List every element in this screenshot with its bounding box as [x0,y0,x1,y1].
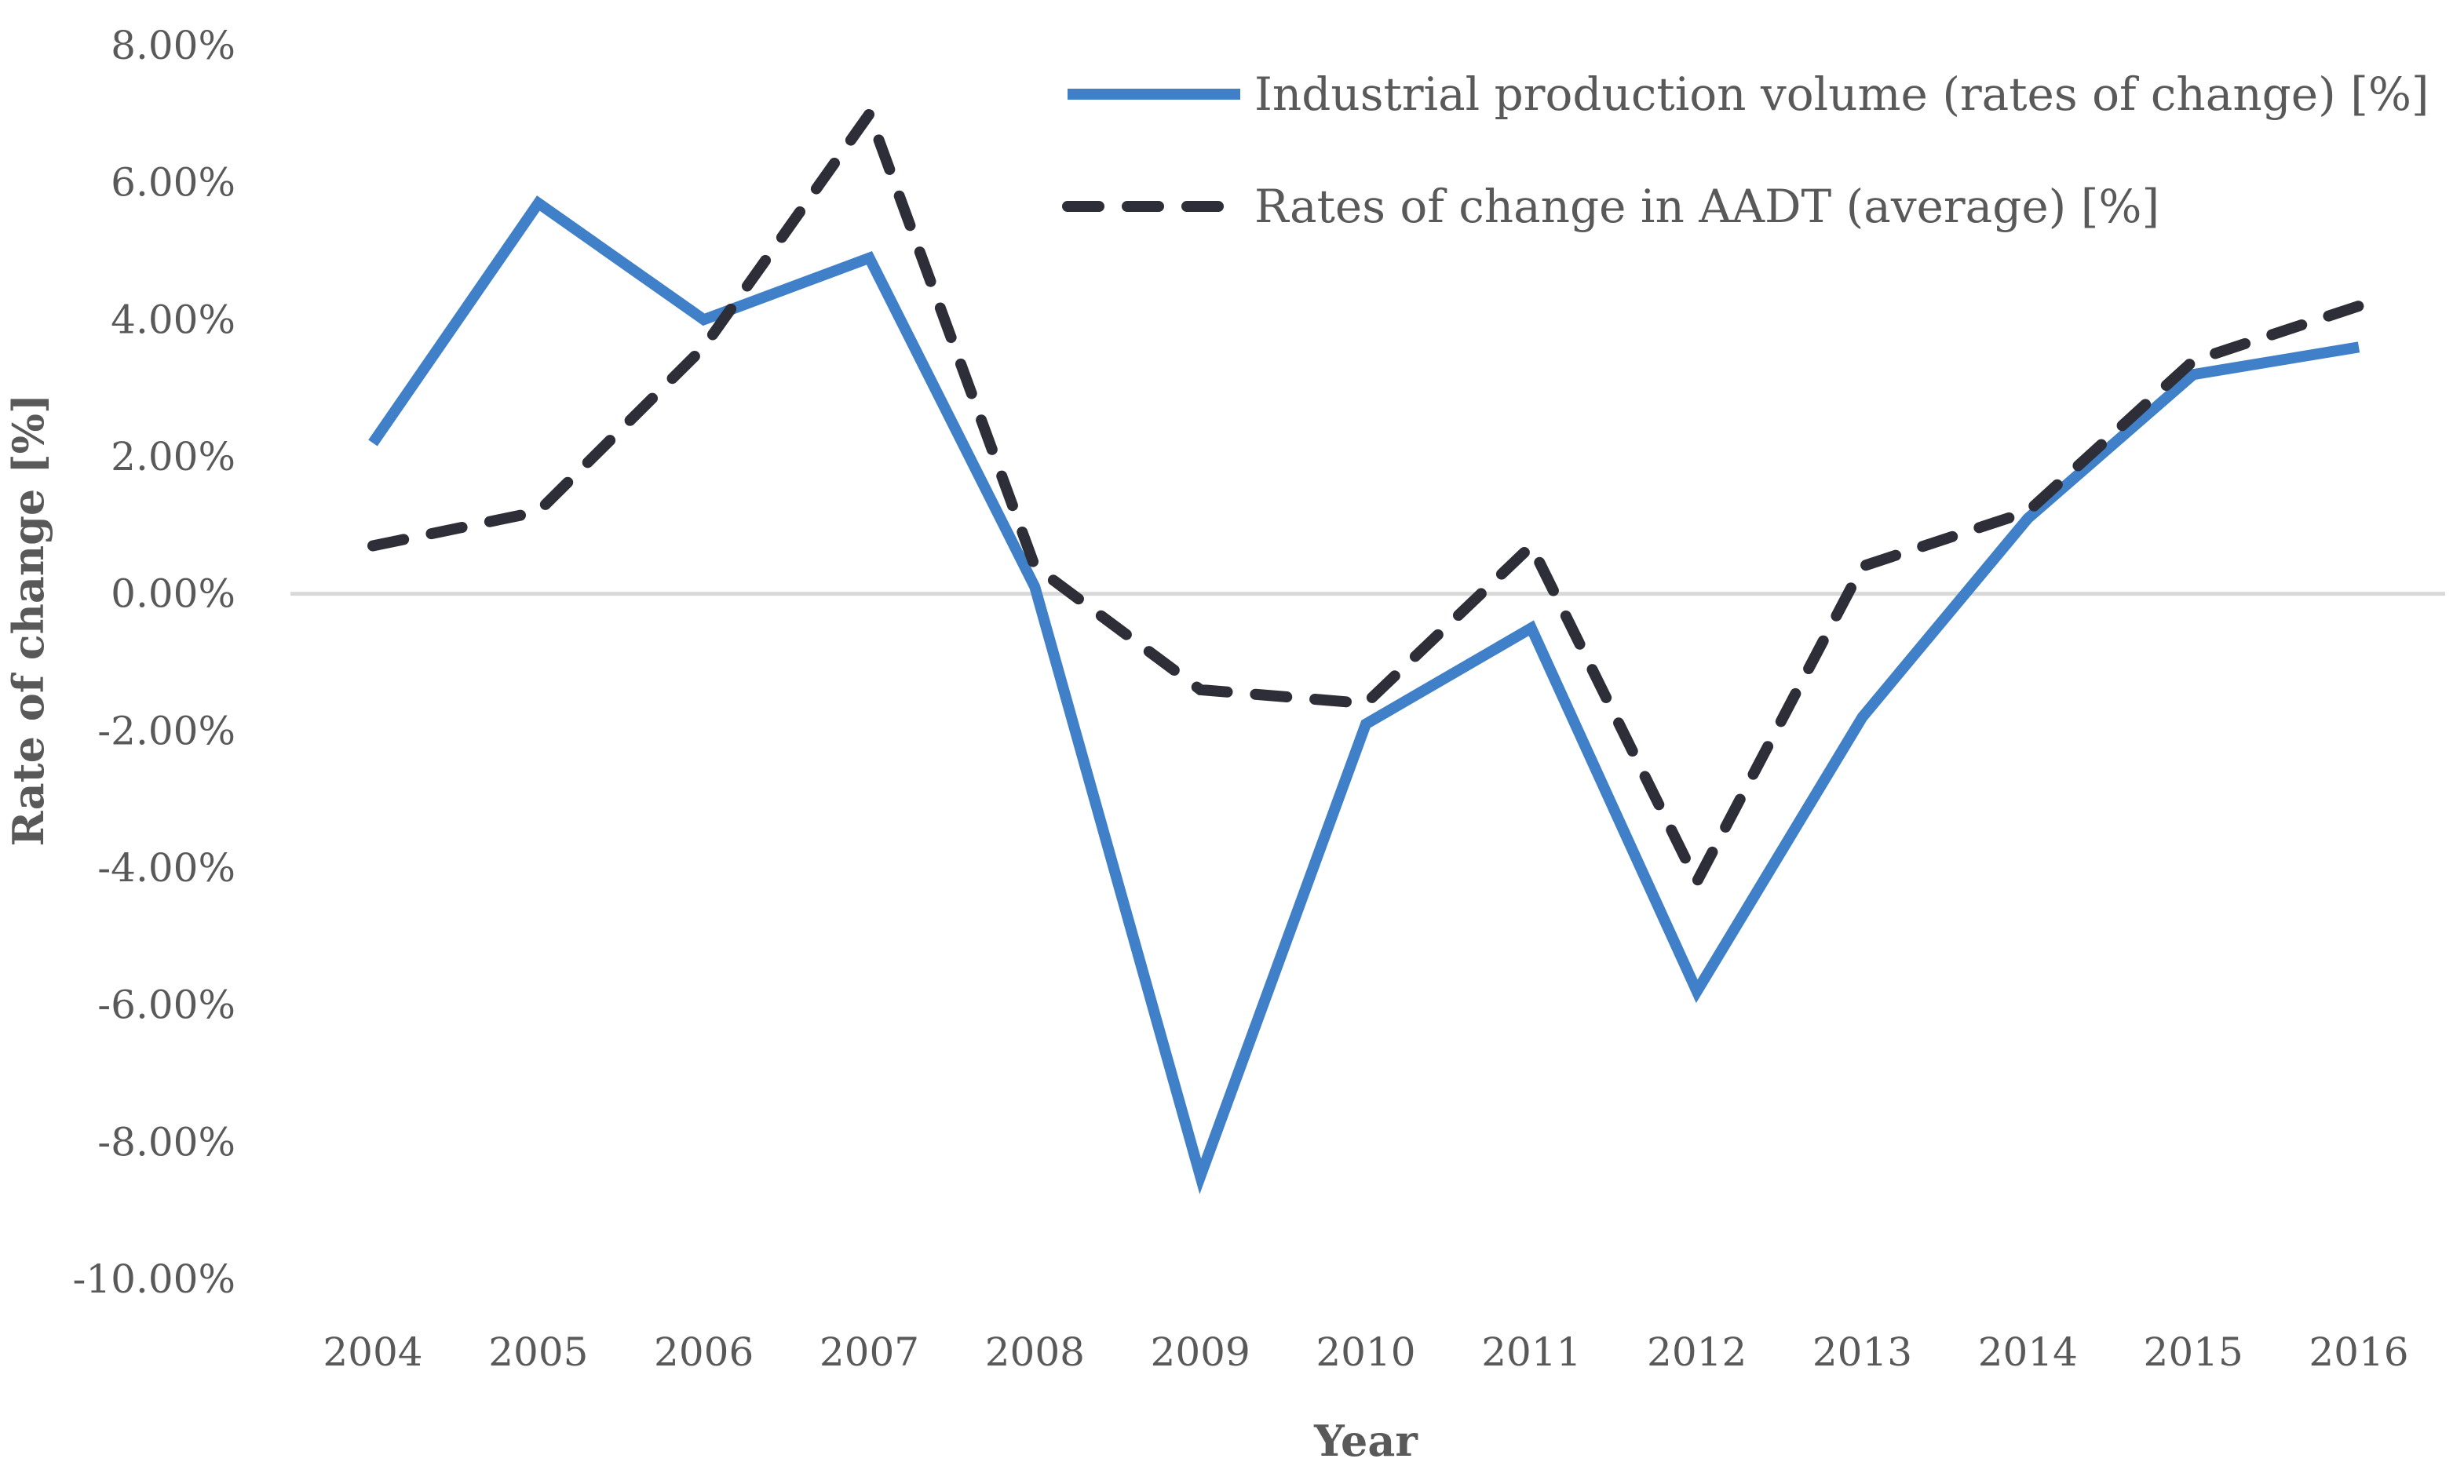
y-tick-label: 2.00% [111,434,235,479]
x-tick-label: 2008 [985,1329,1085,1375]
y-axis-ticks: 8.00% 6.00% 4.00% 2.00% 0.00% -2.00% -4.00% -6.… [72,23,235,1302]
legend-label-industrial-production: Industrial production volume (rates of c… [1254,67,2429,121]
y-tick-label: -2.00% [97,708,235,753]
x-tick-label: 2016 [2309,1329,2408,1375]
series-line-industrial-production [368,195,2360,1194]
x-tick-label: 2014 [1978,1329,2078,1375]
y-axis-title: Rate of change [%] [3,394,53,847]
x-tick-label: 2013 [1812,1329,1912,1375]
x-tick-label: 2012 [1647,1329,1747,1375]
legend: Industrial production volume (rates of c… [1062,67,2429,233]
y-tick-label: -4.00% [97,845,235,891]
x-tick-label: 2005 [488,1329,588,1375]
y-tick-label: -6.00% [97,983,235,1028]
y-tick-label: 8.00% [111,23,235,68]
y-tick-label: 0.00% [111,571,235,617]
x-tick-label: 2004 [323,1329,422,1375]
y-tick-label: -8.00% [97,1119,235,1165]
y-tick-label: 4.00% [111,297,235,342]
y-tick-label: -10.00% [72,1256,235,1302]
x-tick-label: 2010 [1316,1329,1415,1375]
x-axis-ticks: 2004 2005 2006 2007 2008 2009 2010 2011 2012 2013… [323,1329,2408,1375]
x-tick-label: 2009 [1151,1329,1250,1375]
x-tick-label: 2007 [820,1329,919,1375]
legend-label-aadt: Rates of change in AADT (average) [%] [1254,180,2159,233]
x-tick-label: 2011 [1481,1329,1581,1375]
x-axis-title: Year [1313,1416,1418,1466]
series-layer [367,102,2364,1194]
y-tick-label: 6.00% [111,160,235,206]
x-tick-label: 2015 [2144,1329,2243,1375]
x-tick-label: 2006 [654,1329,754,1375]
